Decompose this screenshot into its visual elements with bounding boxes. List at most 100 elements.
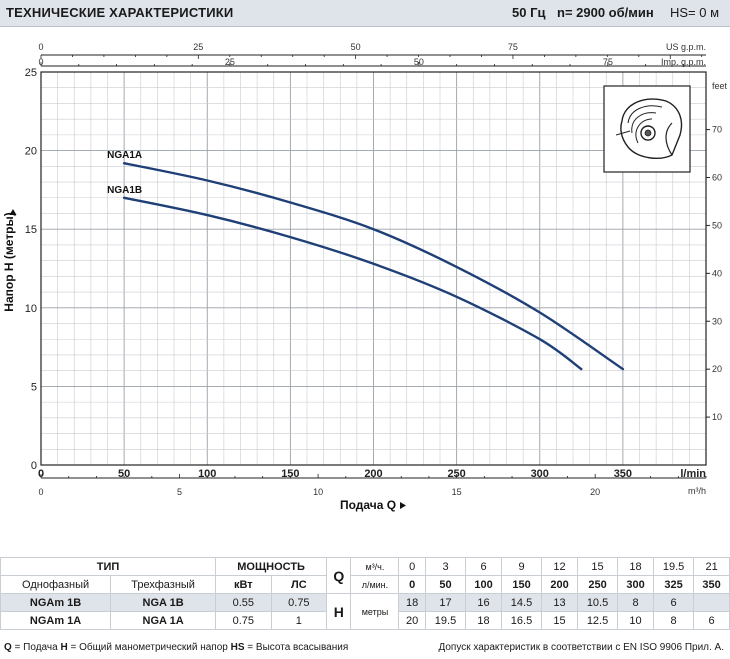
footer-legend: Q = Подача H = Общий манометрический нап… <box>4 642 348 653</box>
x-m3h-tick-label: 15 <box>452 487 462 497</box>
head-cell: 20 <box>398 611 426 630</box>
q-m3h-cell: 19.5 <box>652 557 695 576</box>
y-feet-tick-label: 40 <box>712 268 722 278</box>
x-m3h-tick-label: 20 <box>590 487 600 497</box>
legend-hs: HS <box>230 642 245 653</box>
y-tick-label: 0 <box>31 460 37 472</box>
q-m3h-cell: 9 <box>500 557 543 576</box>
x-impgpm-unit: Imp. g.p.m. <box>661 57 706 67</box>
y-feet-tick-label: 60 <box>712 173 722 183</box>
series-label-nga1b: NGA1B <box>107 185 142 196</box>
x-m3h-tick-label: 5 <box>177 487 182 497</box>
spec-table: ТИП МОЩНОСТЬ Q м³/ч. 0 3 6 9 12 15 18 19… <box>0 557 730 630</box>
suction-height-label: HS= 0 м <box>670 5 720 20</box>
y-feet-tick-label: 10 <box>712 412 722 422</box>
y-tick-label: 15 <box>25 224 37 236</box>
x-impgpm-tick-label: 50 <box>414 57 424 67</box>
x-usgpm-tick-label: 25 <box>193 42 203 52</box>
y-feet-tick-label: 70 <box>712 125 722 135</box>
head-cell: 18 <box>398 593 426 612</box>
q-lpm-cell: 250 <box>576 575 619 594</box>
legend-h-text: = Общий манометрический напор <box>67 642 231 653</box>
x-axis-title: Подача Q <box>340 498 396 512</box>
series-line-nga1a <box>122 162 625 371</box>
power-kw: 0.75 <box>215 611 272 630</box>
pump-performance-chart: 0510152025feet10203040506070050100150200… <box>2 42 728 512</box>
y-axis-arrow <box>9 209 17 215</box>
legend-hs-text: = Высота всасывания <box>244 642 349 653</box>
table-header-row-2: Однофазный Трехфазный кВт ЛС л/мин. 0 50… <box>0 575 730 594</box>
model-single: NGAm 1A <box>0 611 112 630</box>
power-kw: 0.55 <box>215 593 272 612</box>
head-cell: 16 <box>465 593 502 612</box>
head-cell: 16.5 <box>500 611 543 630</box>
q-lpm-cell: 300 <box>617 575 654 594</box>
y-feet-tick-label: 30 <box>712 316 722 326</box>
x-usgpm-tick-label: 50 <box>351 42 361 52</box>
x-usgpm-tick-label: 0 <box>38 42 43 52</box>
x-m3h-unit: m³/h <box>688 486 706 496</box>
q-m3h-cell: 18 <box>617 557 654 576</box>
legend-q: Q <box>4 642 12 653</box>
q-m3h-cell: 21 <box>693 557 730 576</box>
q-m3h-cell: 6 <box>465 557 502 576</box>
q-unit-lpm: л/мин. <box>350 575 400 594</box>
footer-note: Допуск характеристик в соответствии с EN… <box>438 642 724 653</box>
chart-frame <box>40 71 707 466</box>
q-lpm-cell: 200 <box>541 575 578 594</box>
hp-header: ЛС <box>270 575 328 594</box>
x-lpm-tick-label: 100 <box>198 468 216 480</box>
h-symbol: H <box>326 593 352 630</box>
table-row: NGAm 1A NGA 1A 0.75 1 20 19.5 18 16.5 15… <box>0 611 730 630</box>
q-m3h-cell: 12 <box>541 557 578 576</box>
q-lpm-cell: 350 <box>693 575 730 594</box>
frequency-label: 50 Гц <box>512 5 546 20</box>
x-m3h-tick-label: 0 <box>38 487 43 497</box>
q-lpm-cell: 150 <box>500 575 543 594</box>
y-feet-tick-label: 20 <box>712 364 722 374</box>
y-tick-label: 25 <box>25 67 37 79</box>
x-usgpm-tick-label: 75 <box>508 42 518 52</box>
head-cell: 19.5 <box>424 611 467 630</box>
y-tick-label: 5 <box>31 381 37 393</box>
three-phase-header: Трехфазный <box>110 575 217 594</box>
x-lpm-tick-label: 200 <box>364 468 382 480</box>
head-cell: 8 <box>617 593 654 612</box>
head-cell: 12.5 <box>576 611 619 630</box>
kw-header: кВт <box>215 575 272 594</box>
x-lpm-tick-label: 350 <box>614 468 632 480</box>
type-header: ТИП <box>0 557 217 576</box>
series-line-nga1b <box>122 196 583 371</box>
model-single: NGAm 1B <box>0 593 112 612</box>
legend-q-text: = Подача <box>11 642 61 653</box>
legend-h: H <box>60 642 68 653</box>
q-m3h-cell: 15 <box>576 557 619 576</box>
q-lpm-cell: 325 <box>652 575 695 594</box>
q-symbol: Q <box>326 557 352 594</box>
head-cell: 6 <box>652 593 695 612</box>
head-cell: 18 <box>465 611 502 630</box>
x-impgpm-tick-label: 25 <box>225 57 235 67</box>
chart-curves: NGA1A NGA1B <box>107 150 625 371</box>
x-impgpm-tick-label: 0 <box>38 57 43 67</box>
x-axis-arrow <box>400 502 406 509</box>
plot-frame <box>40 71 707 466</box>
model-three: NGA 1B <box>110 593 217 612</box>
x-usgpm-unit: US g.p.m. <box>666 42 706 52</box>
h-unit: метры <box>350 593 400 630</box>
y-tick-label: 20 <box>25 146 37 158</box>
chart-grid <box>41 72 706 465</box>
head-cell: 6 <box>693 611 730 630</box>
x-lpm-tick-label: 300 <box>531 468 549 480</box>
y-axis-title: Напор H (метры) <box>2 212 16 311</box>
q-unit-m3h: м³/ч. <box>350 557 400 576</box>
table-header-row-1: ТИП МОЩНОСТЬ Q м³/ч. 0 3 6 9 12 15 18 19… <box>0 557 730 594</box>
x-m3h-tick-label: 10 <box>313 487 323 497</box>
q-lpm-cell: 100 <box>465 575 502 594</box>
head-cell: 10.5 <box>576 593 619 612</box>
q-lpm-cell: 0 <box>398 575 426 594</box>
power-hp: 0.75 <box>270 593 328 612</box>
head-cell: 15 <box>541 611 578 630</box>
model-three: NGA 1A <box>110 611 217 630</box>
x-lpm-tick-label: 150 <box>281 468 299 480</box>
